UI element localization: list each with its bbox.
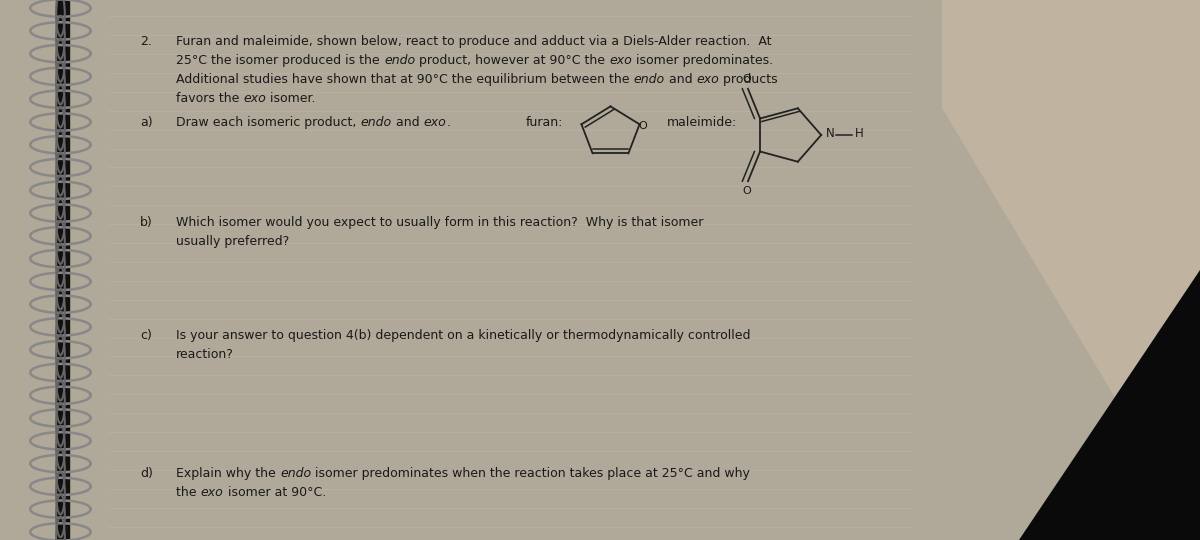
- Text: Explain why the: Explain why the: [176, 467, 280, 480]
- Text: 2.: 2.: [140, 35, 152, 48]
- Text: .: .: [446, 116, 450, 129]
- Text: c): c): [140, 329, 152, 342]
- Text: reaction?: reaction?: [176, 348, 234, 361]
- Text: exo: exo: [424, 116, 446, 129]
- Text: O: O: [638, 122, 647, 131]
- Text: exo: exo: [696, 73, 719, 86]
- Text: Draw each isomeric product,: Draw each isomeric product,: [176, 116, 361, 129]
- Text: isomer at 90°C.: isomer at 90°C.: [223, 486, 326, 499]
- Text: Furan and maleimide, shown below, react to produce and adduct via a Diels-Alder : Furan and maleimide, shown below, react …: [176, 35, 772, 48]
- Text: Is your answer to question 4(b) dependent on a kinetically or thermodynamically : Is your answer to question 4(b) dependen…: [176, 329, 751, 342]
- Text: endo: endo: [280, 467, 311, 480]
- Text: O: O: [742, 74, 751, 84]
- Text: and: and: [392, 116, 424, 129]
- Text: the: the: [176, 486, 200, 499]
- Text: furan:: furan:: [526, 116, 564, 129]
- Text: products: products: [719, 73, 778, 86]
- Text: exo: exo: [244, 92, 266, 105]
- Text: H: H: [854, 127, 864, 140]
- Text: b): b): [140, 216, 152, 229]
- Text: isomer predominates.: isomer predominates.: [632, 54, 773, 67]
- Text: Additional studies have shown that at 90°C the equilibrium between the: Additional studies have shown that at 90…: [176, 73, 634, 86]
- Text: exo: exo: [610, 54, 632, 67]
- Text: d): d): [140, 467, 154, 480]
- Text: endo: endo: [361, 116, 392, 129]
- Text: a): a): [140, 116, 152, 129]
- Text: and: and: [665, 73, 696, 86]
- Text: endo: endo: [384, 54, 415, 67]
- Text: 25°C the isomer produced is the: 25°C the isomer produced is the: [176, 54, 384, 67]
- Text: endo: endo: [634, 73, 665, 86]
- Text: O: O: [742, 186, 751, 196]
- Bar: [56, 0, 70, 540]
- Text: Which isomer would you expect to usually form in this reaction?  Why is that iso: Which isomer would you expect to usually…: [176, 216, 703, 229]
- Text: product, however at 90°C the: product, however at 90°C the: [415, 54, 610, 67]
- Polygon shape: [942, 0, 1200, 540]
- Text: usually preferred?: usually preferred?: [176, 235, 289, 248]
- Text: N: N: [826, 127, 835, 140]
- Text: maleimide:: maleimide:: [667, 116, 737, 129]
- Text: isomer predominates when the reaction takes place at 25°C and why: isomer predominates when the reaction ta…: [311, 467, 750, 480]
- Text: favors the: favors the: [176, 92, 244, 105]
- Text: isomer.: isomer.: [266, 92, 316, 105]
- Text: exo: exo: [200, 486, 223, 499]
- Polygon shape: [1020, 270, 1200, 540]
